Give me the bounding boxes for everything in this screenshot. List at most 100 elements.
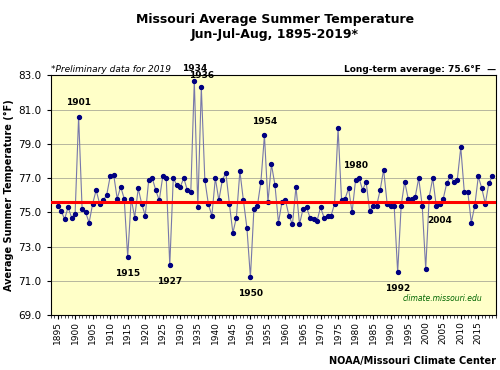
Point <box>74 114 82 120</box>
Point <box>474 174 482 179</box>
Point <box>71 211 79 217</box>
Point <box>425 194 433 200</box>
Point <box>173 182 181 188</box>
Point <box>344 185 352 191</box>
Point <box>428 175 436 181</box>
Point <box>288 221 296 227</box>
Point <box>418 202 426 208</box>
Text: 1950: 1950 <box>238 289 263 298</box>
Point <box>306 215 314 221</box>
Text: Jun-Jul-Aug, 1895-2019*: Jun-Jul-Aug, 1895-2019* <box>191 28 359 41</box>
Text: climate.missouri.edu: climate.missouri.edu <box>402 294 482 303</box>
Point <box>116 184 124 190</box>
Point <box>257 179 265 185</box>
Point <box>222 170 230 176</box>
Point <box>78 206 86 212</box>
Point <box>400 179 408 185</box>
Point <box>330 201 338 207</box>
Point <box>204 201 212 207</box>
Point <box>264 199 272 205</box>
Point <box>60 216 68 222</box>
Point <box>254 202 262 208</box>
Point <box>141 213 149 219</box>
Point <box>274 220 282 226</box>
Point <box>460 189 468 195</box>
Point <box>369 202 377 208</box>
Point <box>159 174 167 179</box>
Point <box>439 196 447 202</box>
Point <box>246 275 254 280</box>
Point <box>485 180 493 186</box>
Point <box>236 168 244 174</box>
Text: 1934: 1934 <box>182 64 207 73</box>
Point <box>240 198 248 204</box>
Point <box>316 204 324 210</box>
Point <box>397 202 405 208</box>
Point <box>232 215 240 221</box>
Text: Long-term average: 75.6°F  —: Long-term average: 75.6°F — <box>344 65 496 74</box>
Point <box>120 196 128 202</box>
Point <box>327 213 335 219</box>
Point <box>376 187 384 193</box>
Point <box>138 201 145 207</box>
Point <box>96 201 104 207</box>
Point <box>482 201 490 207</box>
Point <box>358 187 366 193</box>
Point <box>127 196 135 202</box>
Text: 1936: 1936 <box>189 71 214 80</box>
Point <box>457 144 465 150</box>
Y-axis label: Average Summer Temperature (°F): Average Summer Temperature (°F) <box>4 100 14 291</box>
Point <box>488 174 496 179</box>
Point <box>454 177 462 183</box>
Point <box>468 220 475 226</box>
Point <box>110 172 118 178</box>
Point <box>390 202 398 208</box>
Point <box>450 179 458 185</box>
Point <box>334 125 342 131</box>
Point <box>144 177 152 183</box>
Text: 1992: 1992 <box>385 284 410 293</box>
Point <box>362 179 370 185</box>
Point <box>106 174 114 179</box>
Point <box>432 202 440 208</box>
Point <box>176 184 184 190</box>
Point <box>285 213 293 219</box>
Point <box>184 187 192 193</box>
Point <box>54 202 62 208</box>
Point <box>302 204 310 210</box>
Text: 2004: 2004 <box>428 216 452 225</box>
Point <box>380 166 388 172</box>
Point <box>57 208 65 213</box>
Point <box>352 177 360 183</box>
Text: 1927: 1927 <box>157 278 182 286</box>
Point <box>446 174 454 179</box>
Point <box>166 262 174 268</box>
Point <box>313 218 321 224</box>
Text: 1980: 1980 <box>343 161 368 171</box>
Point <box>208 213 216 219</box>
Point <box>134 185 142 191</box>
Point <box>268 161 276 167</box>
Point <box>82 209 90 215</box>
Point <box>148 175 156 181</box>
Point <box>226 201 234 207</box>
Point <box>130 215 138 221</box>
Point <box>411 194 419 200</box>
Point <box>320 215 328 221</box>
Point <box>229 230 237 236</box>
Point <box>152 187 160 193</box>
Point <box>299 206 307 212</box>
Point <box>478 185 486 191</box>
Point <box>442 180 450 186</box>
Text: 1915: 1915 <box>115 269 140 278</box>
Point <box>156 198 164 204</box>
Point <box>471 202 479 208</box>
Point <box>422 266 430 272</box>
Text: *Preliminary data for 2019: *Preliminary data for 2019 <box>50 65 170 74</box>
Point <box>278 199 286 205</box>
Point <box>408 196 416 202</box>
Point <box>282 198 290 204</box>
Point <box>194 204 202 210</box>
Point <box>355 175 363 181</box>
Text: 1954: 1954 <box>252 117 277 126</box>
